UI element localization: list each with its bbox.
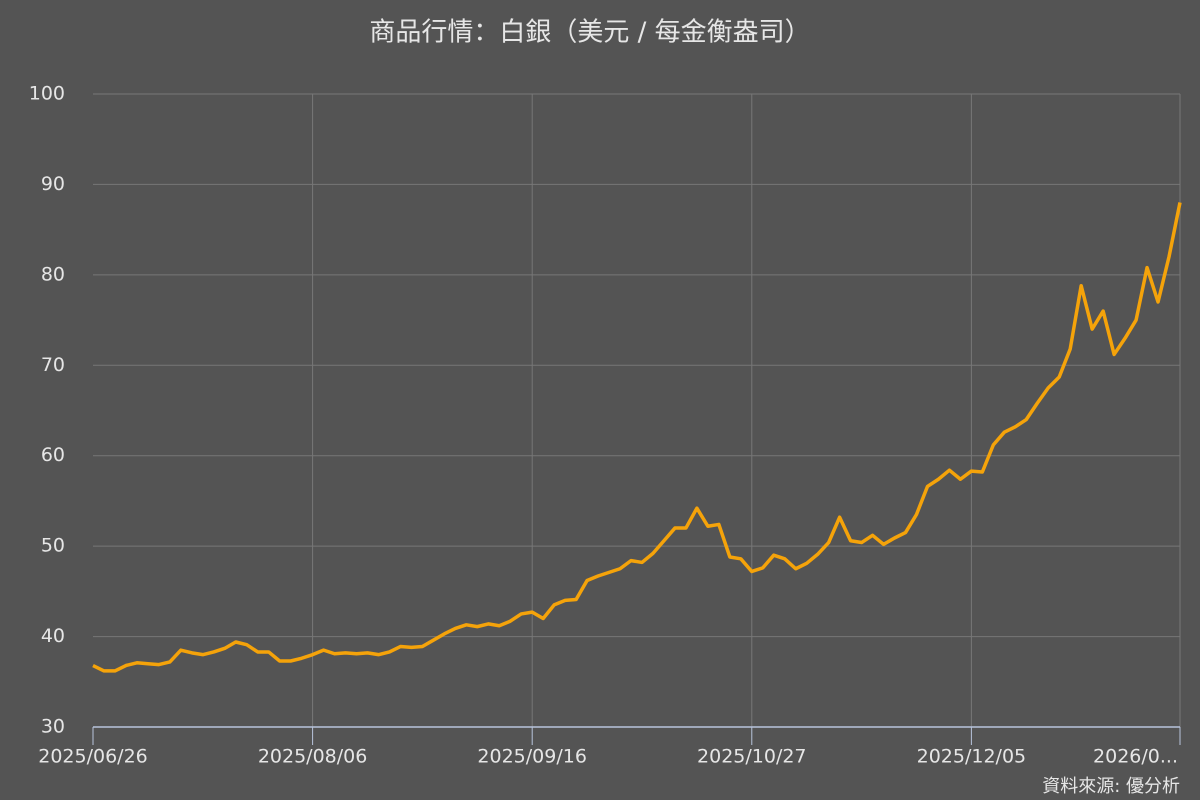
y-tick-label: 90 bbox=[41, 173, 65, 195]
x-tick-label: 2025/12/05 bbox=[917, 746, 1027, 768]
y-tick-label: 60 bbox=[41, 444, 65, 466]
x-tick-label: 2025/06/26 bbox=[38, 746, 148, 768]
y-tick-label: 100 bbox=[29, 83, 65, 105]
x-tick-label: 2025/09/16 bbox=[477, 746, 587, 768]
y-tick-label: 30 bbox=[41, 716, 65, 738]
y-tick-label: 50 bbox=[41, 535, 65, 557]
y-tick-label: 40 bbox=[41, 625, 65, 647]
x-tick-label: 2025/10/27 bbox=[697, 746, 807, 768]
source-note: 資料來源: 優分析 bbox=[1042, 776, 1180, 797]
chart-title: 商品行情：白銀（美元 / 每金衡盎司） bbox=[369, 18, 810, 48]
y-tick-label: 80 bbox=[41, 263, 65, 285]
x-tick-label: 2025/08/06 bbox=[258, 746, 368, 768]
x-tick-label: 2026/0... bbox=[1093, 746, 1178, 768]
y-tick-label: 70 bbox=[41, 354, 65, 376]
price-line bbox=[92, 202, 1182, 673]
